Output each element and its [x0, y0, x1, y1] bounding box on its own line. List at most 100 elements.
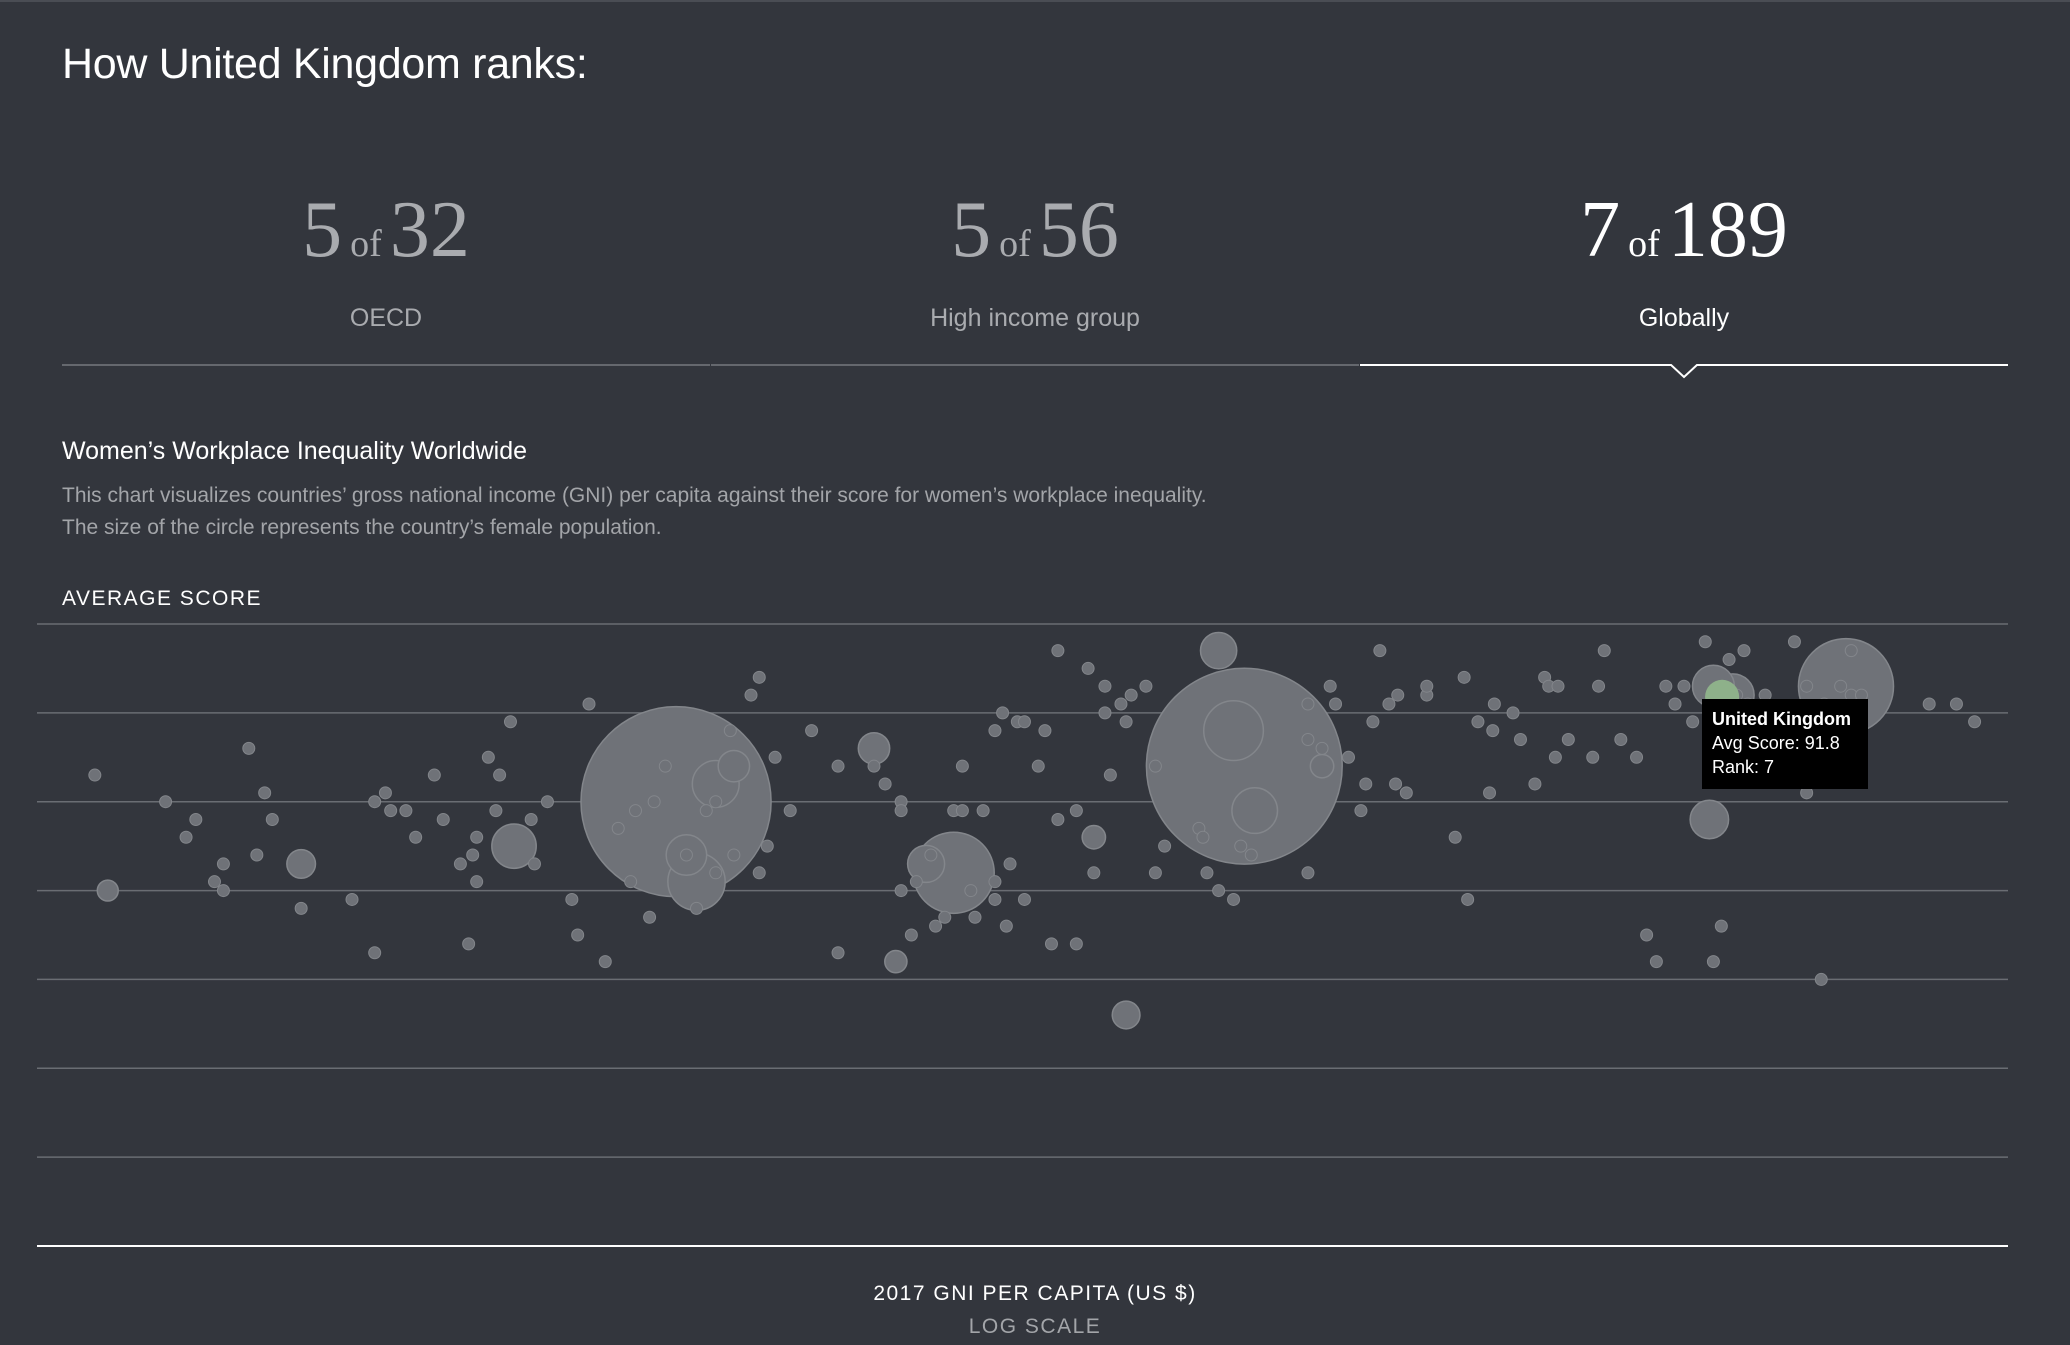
- country-point[interactable]: [1148, 866, 1162, 880]
- country-point[interactable]: [938, 910, 952, 924]
- country-point[interactable]: [1844, 644, 1858, 658]
- country-bubble[interactable]: [1199, 631, 1238, 670]
- country-point[interactable]: [1486, 724, 1500, 738]
- country-point[interactable]: [988, 875, 1002, 889]
- country-point[interactable]: [453, 857, 467, 871]
- country-point[interactable]: [1139, 679, 1153, 693]
- country-point[interactable]: [1722, 653, 1736, 667]
- country-point[interactable]: [988, 892, 1002, 906]
- country-point[interactable]: [831, 759, 845, 773]
- country-point[interactable]: [1227, 892, 1241, 906]
- country-point[interactable]: [1471, 715, 1485, 729]
- country-point[interactable]: [628, 804, 642, 818]
- country-point[interactable]: [1698, 635, 1712, 649]
- country-point[interactable]: [924, 848, 938, 862]
- country-point[interactable]: [565, 892, 579, 906]
- country-point[interactable]: [258, 786, 272, 800]
- country-point[interactable]: [1081, 661, 1095, 675]
- country-point[interactable]: [1382, 697, 1396, 711]
- country-point[interactable]: [571, 928, 585, 942]
- country-point[interactable]: [1714, 919, 1728, 933]
- country-point[interactable]: [1737, 644, 1751, 658]
- country-point[interactable]: [493, 768, 507, 782]
- tab-high-income-group[interactable]: 5 of 56 High income group: [711, 180, 1359, 366]
- country-bubble[interactable]: [1309, 753, 1335, 779]
- country-point[interactable]: [582, 697, 596, 711]
- country-point[interactable]: [1051, 812, 1065, 826]
- country-point[interactable]: [1834, 679, 1848, 693]
- country-point[interactable]: [999, 919, 1013, 933]
- country-point[interactable]: [1949, 697, 1963, 711]
- country-point[interactable]: [1922, 697, 1936, 711]
- country-point[interactable]: [709, 795, 723, 809]
- country-point[interactable]: [1528, 777, 1542, 791]
- country-point[interactable]: [1301, 697, 1315, 711]
- country-point[interactable]: [527, 857, 541, 871]
- country-point[interactable]: [503, 715, 517, 729]
- country-point[interactable]: [831, 946, 845, 960]
- country-point[interactable]: [1448, 830, 1462, 844]
- country-bubble[interactable]: [857, 731, 891, 765]
- country-point[interactable]: [709, 866, 723, 880]
- country-point[interactable]: [1592, 679, 1606, 693]
- country-point[interactable]: [1359, 777, 1373, 791]
- country-bubble[interactable]: [1689, 799, 1730, 840]
- country-point[interactable]: [1586, 750, 1600, 764]
- country-point[interactable]: [294, 901, 308, 915]
- country-point[interactable]: [1399, 786, 1413, 800]
- country-point[interactable]: [1968, 715, 1982, 729]
- country-point[interactable]: [216, 857, 230, 871]
- country-point[interactable]: [1017, 892, 1031, 906]
- country-point[interactable]: [524, 812, 538, 826]
- country-point[interactable]: [690, 901, 704, 915]
- country-point[interactable]: [368, 946, 382, 960]
- country-point[interactable]: [1124, 688, 1138, 702]
- country-bubble[interactable]: [1145, 667, 1343, 865]
- country-point[interactable]: [216, 884, 230, 898]
- country-point[interactable]: [768, 750, 782, 764]
- country-point[interactable]: [1640, 928, 1654, 942]
- country-point[interactable]: [265, 812, 279, 826]
- country-point[interactable]: [611, 821, 625, 835]
- country-point[interactable]: [345, 892, 359, 906]
- country-point[interactable]: [1038, 724, 1052, 738]
- country-point[interactable]: [1597, 644, 1611, 658]
- country-point[interactable]: [760, 839, 774, 853]
- country-point[interactable]: [955, 804, 969, 818]
- country-point[interactable]: [904, 928, 918, 942]
- country-point[interactable]: [1200, 866, 1214, 880]
- scatter-plot[interactable]: [0, 610, 2070, 1250]
- country-point[interactable]: [462, 937, 476, 951]
- tab-globally[interactable]: 7 of 189 Globally: [1360, 180, 2008, 379]
- country-point[interactable]: [1457, 670, 1471, 684]
- country-point[interactable]: [909, 875, 923, 889]
- country-point[interactable]: [1561, 733, 1575, 747]
- country-point[interactable]: [878, 777, 892, 791]
- country-point[interactable]: [1098, 679, 1112, 693]
- country-point[interactable]: [179, 830, 193, 844]
- country-point[interactable]: [968, 910, 982, 924]
- country-point[interactable]: [1614, 733, 1628, 747]
- country-point[interactable]: [805, 724, 819, 738]
- country-point[interactable]: [1548, 750, 1562, 764]
- country-point[interactable]: [1087, 866, 1101, 880]
- country-point[interactable]: [1677, 679, 1691, 693]
- country-point[interactable]: [1551, 679, 1565, 693]
- country-point[interactable]: [1051, 644, 1065, 658]
- country-point[interactable]: [658, 759, 672, 773]
- country-point[interactable]: [1354, 804, 1368, 818]
- country-point[interactable]: [894, 884, 908, 898]
- country-point[interactable]: [409, 830, 423, 844]
- country-point[interactable]: [1114, 697, 1128, 711]
- country-point[interactable]: [1366, 715, 1380, 729]
- country-point[interactable]: [242, 741, 256, 755]
- country-point[interactable]: [1513, 733, 1527, 747]
- country-point[interactable]: [1323, 679, 1337, 693]
- country-point[interactable]: [1800, 679, 1814, 693]
- country-point[interactable]: [1148, 759, 1162, 773]
- country-point[interactable]: [1341, 750, 1355, 764]
- country-point[interactable]: [647, 795, 661, 809]
- country-point[interactable]: [1668, 697, 1682, 711]
- country-point[interactable]: [598, 955, 612, 969]
- country-point[interactable]: [489, 804, 503, 818]
